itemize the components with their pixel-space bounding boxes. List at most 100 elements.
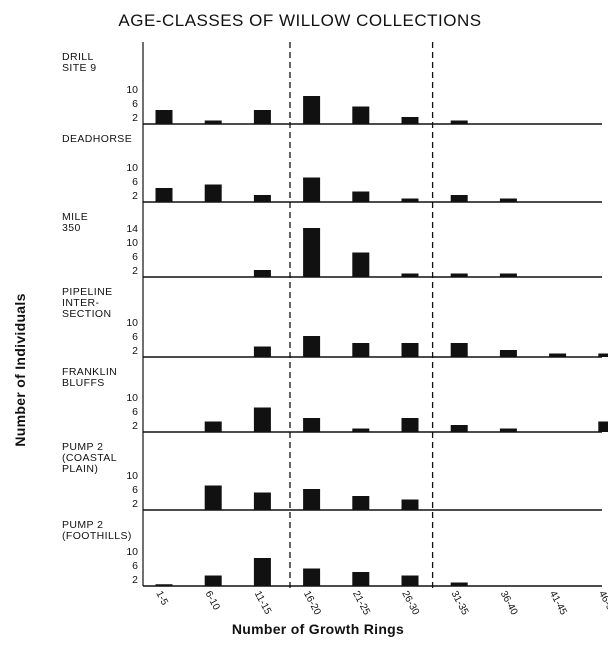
bar-26-30 (401, 198, 419, 202)
panel-label: INTER- (62, 297, 99, 309)
y-tick-label: 6 (132, 251, 138, 263)
x-tick-label: 31-35 (449, 589, 471, 617)
panel-label: SECTION (62, 308, 111, 320)
y-tick-label: 2 (132, 112, 138, 124)
bar-6-10 (204, 421, 222, 432)
bar-31-35 (450, 582, 468, 586)
panel-label: DRILL (62, 51, 94, 63)
panel-deadhorse: DEADHORSE 2 6 10 (62, 124, 602, 203)
x-axis-title: Number of Growth Rings (232, 621, 404, 637)
y-tick-label: 2 (132, 265, 138, 277)
y-tick-label: 6 (132, 98, 138, 110)
bar-16-20 (303, 177, 321, 202)
bar-21-25 (352, 191, 370, 202)
bar-11-15 (253, 270, 271, 277)
bar-46-50 (598, 353, 608, 357)
bar-1-5 (155, 110, 173, 124)
bar-31-35 (450, 425, 468, 432)
bar-36-40 (499, 273, 517, 277)
x-tick-label: 21-25 (350, 589, 372, 617)
bar-16-20 (303, 96, 321, 124)
bar-31-35 (450, 343, 468, 357)
bar-26-30 (401, 273, 419, 277)
y-tick-label: 6 (132, 406, 138, 418)
chart-title: AGE-CLASSES OF WILLOW COLLECTIONS (118, 11, 481, 30)
panel-label: SITE 9 (62, 62, 97, 74)
panel-label: 350 (62, 222, 81, 234)
bar-1-5 (155, 584, 173, 586)
panel-label: BLUFFS (62, 377, 105, 389)
y-tick-label: 6 (132, 484, 138, 496)
y-tick-label: 6 (132, 176, 138, 188)
bar-16-20 (303, 336, 321, 357)
x-tick-label: 6-10 (203, 589, 222, 612)
bar-11-15 (253, 110, 271, 124)
y-tick-label: 10 (126, 237, 138, 249)
y-tick-label: 2 (132, 190, 138, 202)
y-tick-label: 6 (132, 560, 138, 572)
y-tick-label: 2 (132, 420, 138, 432)
bar-16-20 (303, 418, 321, 432)
bar-31-35 (450, 273, 468, 277)
bar-21-25 (352, 572, 370, 586)
bar-36-40 (499, 428, 517, 432)
bar-11-15 (253, 195, 271, 202)
x-tick-label: 36-40 (498, 589, 520, 617)
bar-26-30 (401, 499, 419, 510)
panel-label: PLAIN) (62, 463, 98, 475)
bar-26-30 (401, 117, 419, 124)
y-tick-label: 10 (126, 162, 138, 174)
x-tick-labels: 1-5 6-10 11-15 16-20 21-25 26-30 31-35 36-40 41-… (153, 589, 608, 617)
bar-6-10 (204, 184, 222, 202)
bar-46-50 (598, 421, 608, 432)
panel-label: PUMP 2 (62, 519, 103, 531)
bar-11-15 (253, 558, 271, 586)
bar-41-45 (549, 353, 567, 357)
x-tick-label: 11-15 (252, 589, 274, 616)
bar-21-25 (352, 343, 370, 357)
y-tick-label: 14 (126, 223, 138, 235)
panel-label: PUMP 2 (62, 441, 103, 453)
bar-36-40 (499, 198, 517, 202)
bar-31-35 (450, 195, 468, 202)
bar-21-25 (352, 428, 370, 432)
x-tick-label: 1-5 (153, 589, 170, 607)
bar-11-15 (253, 492, 271, 510)
y-tick-label: 10 (126, 392, 138, 404)
panel-label: PIPELINE (62, 286, 112, 298)
bar-11-15 (253, 407, 271, 432)
panel-pump-2-foothills-: PUMP 2(FOOTHILLS) 2 6 10 (62, 510, 602, 587)
panel-label: FRANKLIN (62, 366, 117, 378)
panel-label: DEADHORSE (62, 133, 132, 145)
bar-6-10 (204, 575, 222, 586)
bar-6-10 (204, 485, 222, 510)
bar-26-30 (401, 343, 419, 357)
bar-1-5 (155, 188, 173, 202)
x-tick-label: 26-30 (399, 589, 421, 617)
x-tick-label: 46-50 (596, 589, 608, 617)
bar-31-35 (450, 120, 468, 124)
bar-21-25 (352, 252, 370, 277)
bar-16-20 (303, 568, 321, 586)
bar-21-25 (352, 106, 370, 124)
bar-26-30 (401, 575, 419, 586)
y-tick-label: 2 (132, 498, 138, 510)
y-axis-title: Number of Individuals (12, 293, 28, 446)
y-tick-label: 10 (126, 84, 138, 96)
y-tick-label: 10 (126, 546, 138, 558)
x-tick-label: 16-20 (301, 589, 323, 617)
y-tick-label: 2 (132, 345, 138, 357)
bar-36-40 (499, 350, 517, 357)
bar-11-15 (253, 346, 271, 357)
panel-label: MILE (62, 211, 88, 223)
y-tick-label: 10 (126, 470, 138, 482)
bar-26-30 (401, 418, 419, 432)
bar-6-10 (204, 120, 222, 124)
